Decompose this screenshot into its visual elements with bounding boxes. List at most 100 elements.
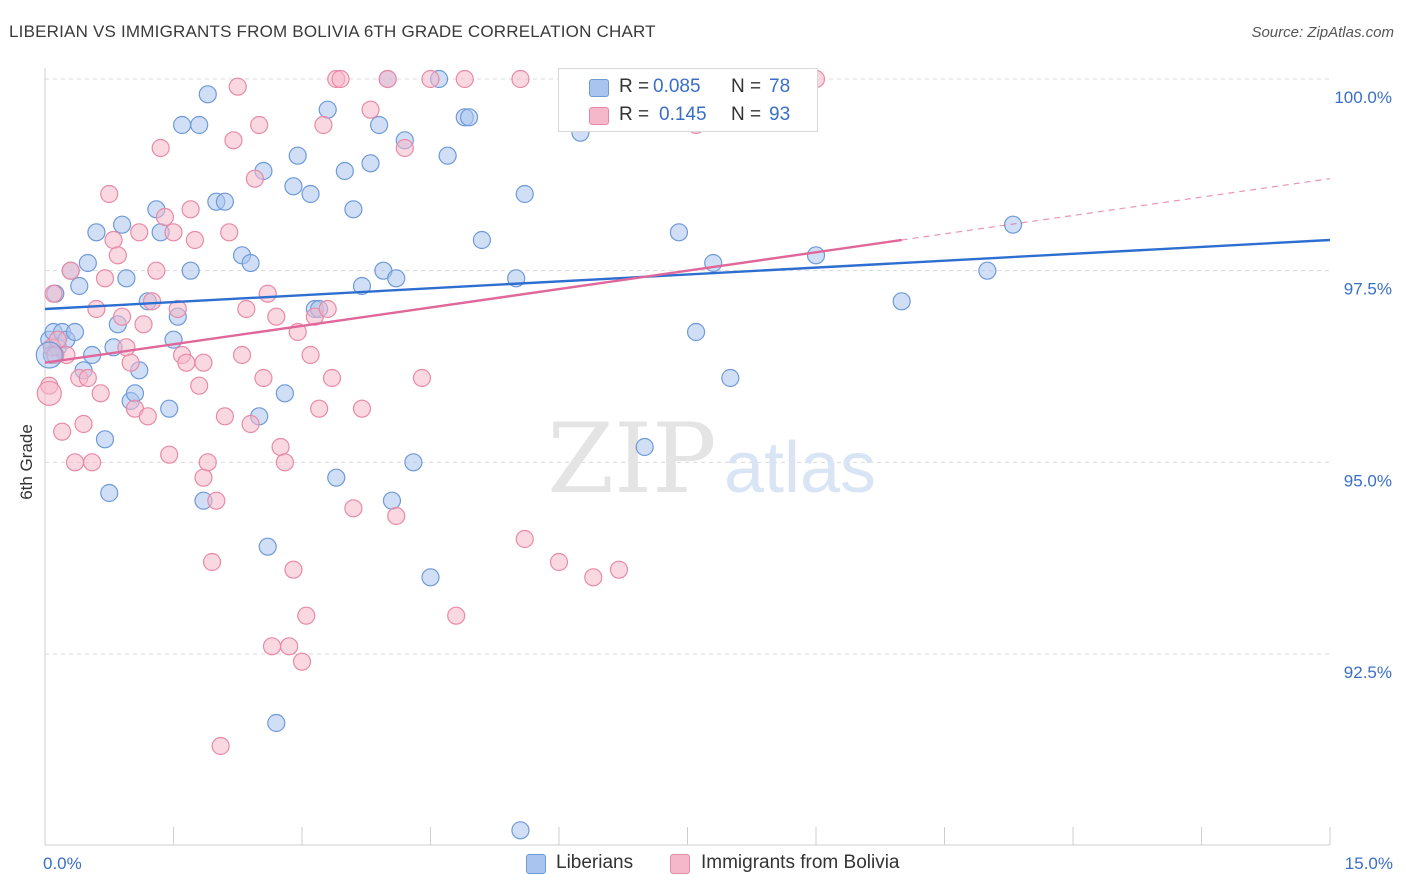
r-label: R = xyxy=(619,104,650,125)
r-value: 0.145 xyxy=(659,104,707,125)
bolivia-point xyxy=(228,77,247,96)
bolivia-point xyxy=(44,284,63,303)
bolivia-point xyxy=(232,345,252,365)
liberians-point xyxy=(267,713,286,733)
liberians-point xyxy=(361,154,380,173)
bolivia-point xyxy=(549,552,569,572)
bolivia-point xyxy=(412,368,432,388)
stats-legend-row-bolivia: R = 0.145 N = 93 xyxy=(559,101,817,129)
bolivia-point xyxy=(138,407,157,426)
n-value: 78 xyxy=(769,76,791,97)
x-tick-label: 15.0% xyxy=(1345,854,1393,873)
bolivia-point xyxy=(53,422,72,441)
liberians-point xyxy=(78,253,97,273)
bolivia-point xyxy=(584,568,603,587)
bolivia-point xyxy=(147,261,166,280)
y-tick-label: 92.5% xyxy=(1344,663,1392,682)
liberians-point xyxy=(1003,215,1023,234)
bolivia-point xyxy=(215,407,234,426)
liberians-point xyxy=(370,115,389,135)
bolivia-point xyxy=(331,69,350,89)
liberians-swatch xyxy=(589,79,609,97)
bolivia-point xyxy=(160,445,179,464)
bolivia-point xyxy=(78,368,97,388)
liberians-point xyxy=(125,384,145,403)
liberians-point xyxy=(382,491,402,510)
bolivia-point xyxy=(275,453,294,472)
bolivia-point xyxy=(194,468,213,487)
bolivia-point xyxy=(297,606,316,625)
bolivia-point xyxy=(164,223,183,242)
liberians-trend-line xyxy=(44,238,1331,311)
liberians-point xyxy=(288,146,307,165)
bolivia-point xyxy=(245,169,264,188)
n-label: N = xyxy=(731,76,762,97)
bolivia-point xyxy=(177,353,196,372)
liberians-point xyxy=(335,161,354,181)
bolivia-point xyxy=(352,399,372,418)
bolivia-point xyxy=(181,200,200,219)
bolivia-point xyxy=(87,299,106,319)
bolivia-point xyxy=(36,380,62,406)
source-label: Source: ZipAtlas.com xyxy=(1251,24,1394,41)
liberians-point xyxy=(112,215,132,234)
bolivia-point xyxy=(168,299,187,319)
bolivia-point xyxy=(344,499,363,518)
r-label: R = xyxy=(619,76,650,97)
liberians-point xyxy=(87,223,106,242)
liberians-point xyxy=(181,261,200,280)
bolivia-point xyxy=(271,437,290,457)
bolivia-point xyxy=(447,606,466,625)
bolivia-point xyxy=(74,414,93,434)
x-tick-label: 0.0% xyxy=(43,854,82,873)
bolivia-point xyxy=(609,560,629,579)
bolivia-point xyxy=(190,376,209,395)
liberians-point xyxy=(241,253,260,273)
n-value: 93 xyxy=(769,104,791,125)
bolivia-point xyxy=(237,299,256,319)
liberians-point xyxy=(472,230,491,250)
stats-legend-row-liberians: R = 0.085 N = 78 xyxy=(559,73,817,101)
bolivia-point xyxy=(284,560,303,579)
y-tick-label: 97.5% xyxy=(1344,280,1392,299)
bolivia-point xyxy=(198,453,217,472)
bolivia-point xyxy=(421,69,440,89)
bolivia-point xyxy=(112,307,132,326)
watermark-zip: ZIP xyxy=(547,403,716,515)
bolivia-point xyxy=(151,138,170,158)
liberians-point xyxy=(35,341,63,369)
liberians-point xyxy=(721,368,740,388)
liberians-point xyxy=(327,468,346,487)
liberians-point xyxy=(515,184,534,204)
bolivia-point xyxy=(250,115,269,135)
bolivia-point xyxy=(301,345,320,365)
y-tick-label: 100.0% xyxy=(1334,88,1392,107)
liberians-point xyxy=(65,322,85,342)
liberians-point xyxy=(352,276,372,296)
bolivia-point xyxy=(455,69,474,89)
liberians-point xyxy=(669,223,689,242)
bolivia-point xyxy=(310,399,329,418)
liberians-legend-swatch xyxy=(526,854,546,874)
liberians-point xyxy=(215,192,234,211)
bolivia-point xyxy=(378,69,397,89)
bolivia-point xyxy=(395,138,414,158)
liberians-point xyxy=(95,430,115,449)
liberians-point xyxy=(100,483,119,503)
bolivia-point xyxy=(361,100,380,119)
bolivia-point xyxy=(224,131,243,150)
stats-legend: R = 0.085 N = 78 R = 0.145 N = 93 xyxy=(558,68,818,132)
bolivia-point xyxy=(130,223,149,242)
bolivia-trend-extension xyxy=(901,178,1331,241)
bolivia-point xyxy=(267,307,286,326)
bolivia-point xyxy=(91,384,110,403)
bolivia-point xyxy=(104,230,123,250)
bolivia-point xyxy=(292,652,312,671)
liberians-point xyxy=(318,100,337,119)
bolivia-point xyxy=(515,529,534,549)
liberians-point xyxy=(421,568,440,587)
liberians-point xyxy=(635,437,654,457)
legend-label: Liberians xyxy=(556,852,634,873)
bolivia-legend-swatch xyxy=(670,854,690,874)
liberians-point xyxy=(459,108,479,127)
